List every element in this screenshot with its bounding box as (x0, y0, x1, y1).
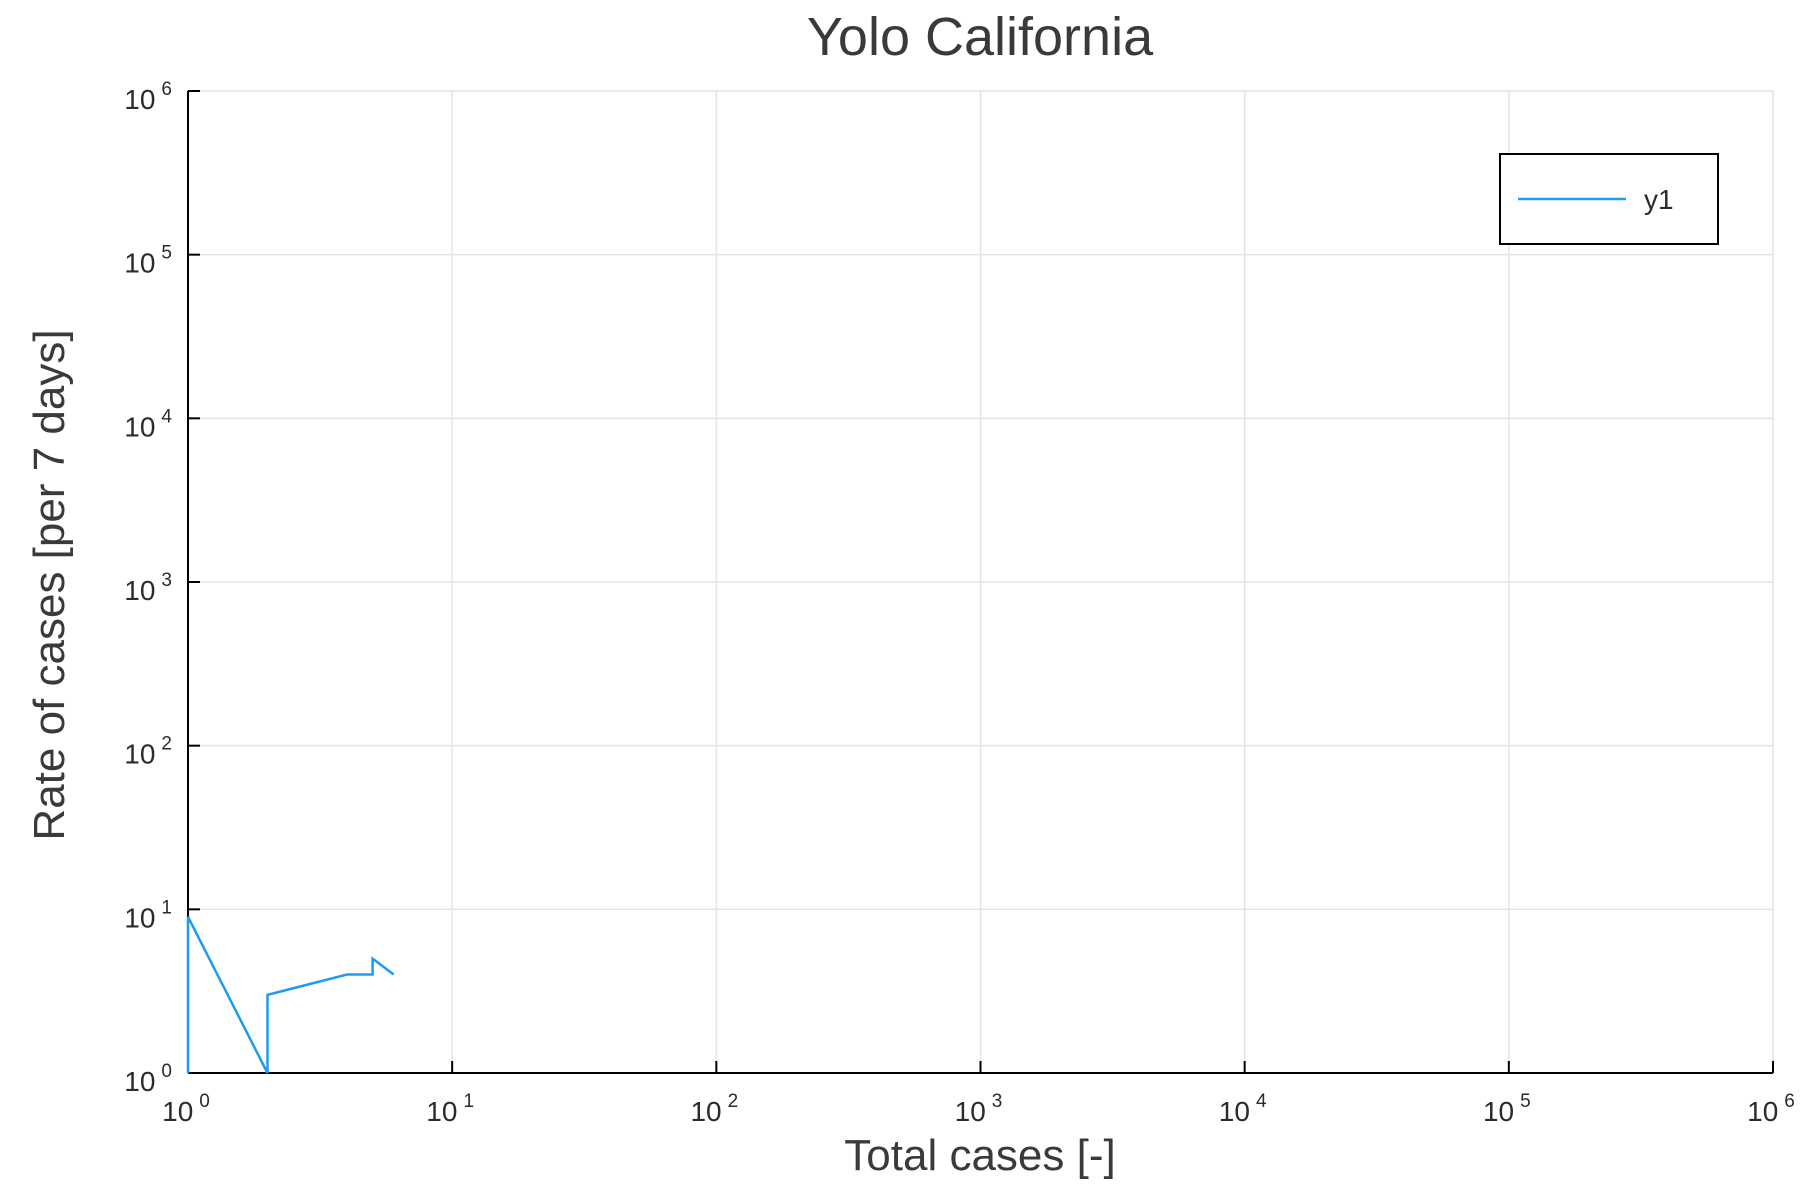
y-tick-label: 10 4 (124, 406, 172, 442)
x-tick-label: 10 1 (426, 1091, 474, 1127)
y-tick-label: 10 6 (124, 79, 172, 115)
legend-label: y1 (1644, 184, 1674, 215)
x-tick-label: 10 4 (1219, 1091, 1267, 1127)
y-tick-label: 10 2 (124, 734, 172, 770)
x-tick-label: 10 6 (1747, 1091, 1795, 1127)
x-tick-label: 10 2 (690, 1091, 738, 1127)
y-tick-label: 10 0 (124, 1061, 172, 1097)
y-tick-label: 10 1 (124, 897, 172, 933)
chart-title: Yolo California (807, 7, 1154, 67)
x-tick-label: 10 0 (162, 1091, 210, 1127)
series-line-y1 (186, 916, 395, 1074)
legend: y1 (1499, 153, 1719, 245)
x-tick-label: 10 3 (955, 1091, 1003, 1127)
x-axis-title: Total cases [-] (844, 1131, 1115, 1180)
series (186, 916, 395, 1074)
x-tick-label: 10 5 (1483, 1091, 1531, 1127)
ticks: 10 0 10 1 10 2 10 3 10 4 10 5 10 6 10 0 10 1 10 2 10 3 10 4 10 5 1… (124, 79, 1795, 1127)
y-tick-label: 10 3 (124, 570, 172, 606)
y-axis-title: Rate of cases [per 7 days] (25, 329, 74, 840)
y-tick-label: 10 5 (124, 243, 172, 279)
